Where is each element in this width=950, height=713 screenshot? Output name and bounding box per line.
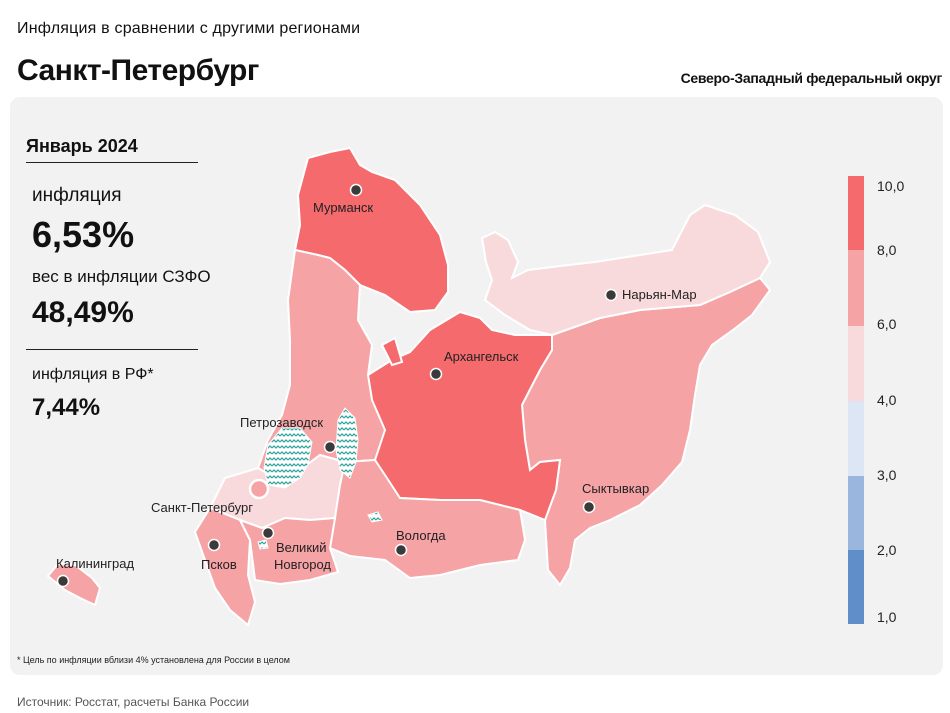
- weight-value: 48,49%: [32, 296, 134, 329]
- region-kaliningrad[interactable]: [46, 562, 102, 607]
- lake-onega: [335, 407, 359, 479]
- inflation-label: инфляция: [32, 185, 122, 206]
- lake-ilmen: [257, 539, 269, 550]
- period-label: Январь 2024: [26, 136, 138, 156]
- city-label-petrozavodsk: Петрозаводск: [240, 415, 323, 430]
- lake-white: [367, 511, 383, 523]
- legend-tick-10: 10,0: [877, 178, 905, 194]
- city-dot-vologda[interactable]: [394, 543, 408, 557]
- legend-tick-4: 4,0: [877, 392, 897, 408]
- city-label-spb: Санкт-Петербург: [151, 500, 253, 515]
- divider-bottom: [26, 349, 198, 350]
- city-dot-pskov[interactable]: [207, 538, 221, 552]
- region-arkhangelsk-peninsula[interactable]: [380, 336, 404, 367]
- weight-label: вес в инфляции СЗФО: [32, 267, 211, 286]
- page-title: Санкт-Петербург: [17, 54, 259, 87]
- city-label-naryan-mar: Нарьян-Мар: [622, 287, 697, 302]
- city-dot-novgorod[interactable]: [261, 526, 275, 540]
- source-note: Источник: Росстат, расчеты Банка России: [17, 695, 250, 709]
- legend-tick-6: 6,0: [877, 316, 897, 332]
- legend-tick-8: 8,0: [877, 242, 897, 258]
- legend-band-3-4: [848, 401, 864, 476]
- region-nenets[interactable]: [480, 203, 772, 337]
- legend-band-2-3: [848, 476, 864, 550]
- legend-tick-1: 1,0: [877, 609, 897, 625]
- rf-inflation-value: 7,44%: [32, 394, 101, 421]
- legend-band-4-6: [848, 326, 864, 401]
- inflation-value: 6,53%: [32, 214, 135, 255]
- rf-inflation-label: инфляция в РФ*: [32, 366, 154, 383]
- city-label-murmansk: Мурманск: [313, 200, 373, 215]
- legend-bar: [848, 176, 864, 624]
- city-label-syktyvkar: Сыктывкар: [582, 481, 649, 496]
- city-label-novgorod-1: Великий: [276, 540, 327, 555]
- city-label-novgorod-2: Новгород: [274, 557, 331, 572]
- city-label-arkhangelsk: Архангельск: [444, 349, 519, 364]
- city-dot-naryan-mar[interactable]: [604, 288, 618, 302]
- city-label-kaliningrad: Калининград: [56, 556, 134, 571]
- region-pskov[interactable]: [193, 506, 257, 627]
- divider-top: [26, 162, 198, 163]
- city-dot-petrozavodsk[interactable]: [323, 440, 337, 454]
- legend-band-8-10: [848, 176, 864, 250]
- legend-band-1-2: [848, 550, 864, 624]
- legend-band-6-8: [848, 250, 864, 326]
- city-dot-spb-highlight[interactable]: [248, 478, 270, 500]
- city-dot-kaliningrad[interactable]: [56, 574, 70, 588]
- district-label: Северо-Западный федеральный округ: [680, 70, 943, 86]
- city-label-vologda: Вологда: [396, 528, 446, 543]
- city-label-pskov: Псков: [201, 557, 237, 572]
- footnote: * Цель по инфляции вблизи 4% установлена…: [17, 655, 290, 665]
- lake-ladoga: [263, 427, 313, 489]
- chart-subtitle: Инфляция в сравнении с другими регионами: [17, 20, 361, 37]
- city-dot-arkhangelsk[interactable]: [429, 367, 443, 381]
- city-dot-murmansk[interactable]: [349, 183, 363, 197]
- city-dot-syktyvkar[interactable]: [582, 500, 596, 514]
- legend-tick-2: 2,0: [877, 542, 897, 558]
- legend-tick-3: 3,0: [877, 467, 897, 483]
